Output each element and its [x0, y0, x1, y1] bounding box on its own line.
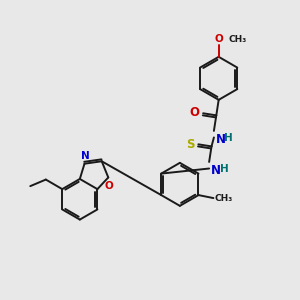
Text: H: H: [220, 164, 228, 174]
Text: O: O: [214, 34, 223, 44]
Text: N: N: [81, 151, 89, 161]
Text: O: O: [104, 181, 113, 191]
Text: H: H: [224, 133, 233, 143]
Text: S: S: [186, 137, 195, 151]
Text: CH₃: CH₃: [215, 194, 233, 203]
Text: N: N: [215, 133, 225, 146]
Text: CH₃: CH₃: [228, 35, 247, 44]
Text: O: O: [190, 106, 200, 119]
Text: N: N: [211, 164, 220, 177]
